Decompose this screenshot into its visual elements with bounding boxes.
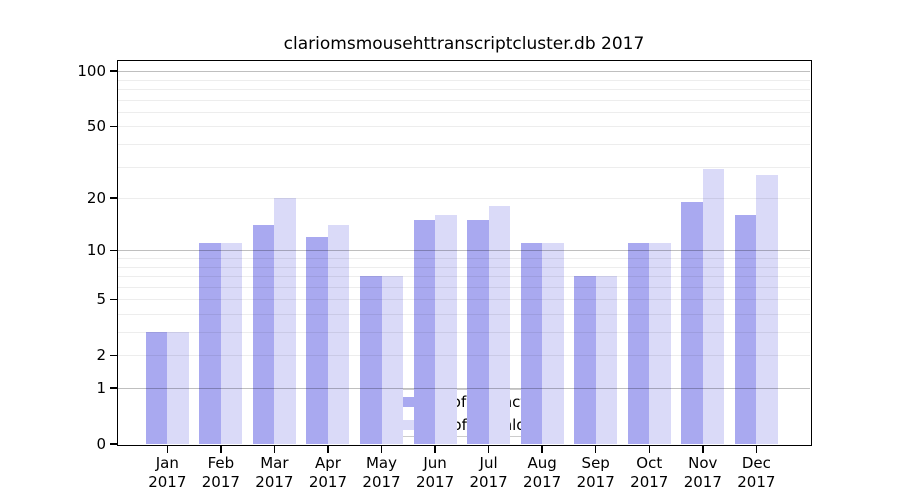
x-tick-oct <box>648 445 650 453</box>
x-tick-label-may: May 2017 <box>362 454 401 491</box>
y-tick-label-100: 100 <box>77 62 106 81</box>
gridline-minor-8 <box>118 266 810 268</box>
bar-downloads-jul <box>488 206 511 444</box>
bar-ips-aug <box>520 243 543 444</box>
x-tick-label-oct: Oct 2017 <box>630 454 669 491</box>
bar-downloads-feb <box>220 243 243 444</box>
bar-downloads-apr <box>327 225 350 444</box>
gridline-major-1 <box>118 388 810 389</box>
x-tick-label-jan: Jan 2017 <box>148 454 187 491</box>
y-tick-10 <box>109 249 118 252</box>
bar-ips-oct <box>627 243 650 444</box>
x-tick-label-sep: Sep 2017 <box>576 454 615 491</box>
bar-downloads-mar <box>274 198 296 444</box>
y-tick-label-50: 50 <box>86 117 106 136</box>
gridline-major-10 <box>118 250 810 252</box>
gridline-minor-7 <box>118 276 810 278</box>
y-tick-label-5: 5 <box>96 290 106 309</box>
y-tick-0 <box>109 443 118 445</box>
x-tick-label-jun: Jun 2017 <box>415 454 455 491</box>
gridline-minor-80 <box>118 89 810 91</box>
y-tick-label-2: 2 <box>96 346 106 365</box>
gridline-minor-60 <box>118 111 810 113</box>
x-tick-label-dec: Dec 2017 <box>737 454 776 491</box>
gridline-minor-50 <box>118 126 810 128</box>
y-tick-label-1: 1 <box>96 379 106 397</box>
bar-downloads-may <box>381 276 403 444</box>
y-tick-label-10: 10 <box>86 241 106 260</box>
gridline-minor-40 <box>118 144 810 146</box>
bar-ips-apr <box>306 236 328 444</box>
bar-downloads-oct <box>649 243 671 444</box>
bar-downloads-nov <box>702 169 725 444</box>
x-tick-jul <box>487 445 490 453</box>
x-tick-label-apr: Apr 2017 <box>308 454 348 491</box>
gridline-minor-30 <box>118 166 810 168</box>
gridline-minor-2 <box>118 355 810 357</box>
x-tick-mar <box>273 445 276 453</box>
bar-downloads-sep <box>595 276 618 444</box>
x-tick-label-mar: Mar 2017 <box>255 454 294 491</box>
gridline-minor-4 <box>118 313 810 315</box>
x-tick-nov <box>702 445 704 453</box>
y-tick-20 <box>109 197 118 199</box>
y-tick-1 <box>109 387 118 389</box>
x-tick-aug <box>541 445 543 453</box>
x-tick-dec <box>755 445 758 453</box>
bar-ips-jul <box>467 220 489 444</box>
y-tick-50 <box>109 125 118 128</box>
x-tick-label-aug: Aug 2017 <box>523 454 562 491</box>
x-tick-label-nov: Nov 2017 <box>683 454 722 491</box>
y-tick-2 <box>109 354 118 356</box>
bar-ips-may <box>360 276 382 444</box>
gridline-minor-20 <box>118 198 810 200</box>
gridline-minor-5 <box>118 299 810 301</box>
bar-downloads-aug <box>542 243 564 444</box>
x-tick-may <box>380 445 383 453</box>
x-tick-sep <box>594 445 597 453</box>
x-tick-label-feb: Feb 2017 <box>201 454 240 491</box>
y-tick-5 <box>109 298 118 300</box>
x-tick-feb <box>220 445 222 453</box>
bar-ips-feb <box>199 243 221 444</box>
x-tick-label-jul: Jul 2017 <box>469 454 508 491</box>
gridline-minor-70 <box>118 99 810 101</box>
chart-title: clariomsmousehttranscriptcluster.db 2017 <box>283 34 645 54</box>
gridline-minor-3 <box>118 332 810 334</box>
plot-area <box>116 59 812 446</box>
y-tick-label-0: 0 <box>96 435 106 453</box>
gridline-minor-9 <box>118 258 810 259</box>
x-tick-apr <box>327 445 329 453</box>
gridline-major-100 <box>118 71 810 73</box>
x-tick-jun <box>434 445 436 453</box>
bar-ips-jan <box>145 332 168 444</box>
bar-ips-sep <box>574 276 596 444</box>
y-tick-label-20: 20 <box>86 189 106 208</box>
bar-downloads-jun <box>435 215 457 444</box>
y-tick-100 <box>109 70 118 72</box>
bar-ips-dec <box>734 215 757 444</box>
x-tick-jan <box>166 445 169 453</box>
bar-ips-jun <box>413 220 436 444</box>
bar-downloads-jan <box>167 332 189 444</box>
gridline-minor-6 <box>118 286 810 288</box>
bar-ips-nov <box>681 202 703 444</box>
bar-ips-mar <box>252 225 275 444</box>
bar-downloads-dec <box>756 174 778 444</box>
gridline-minor-90 <box>118 79 810 81</box>
